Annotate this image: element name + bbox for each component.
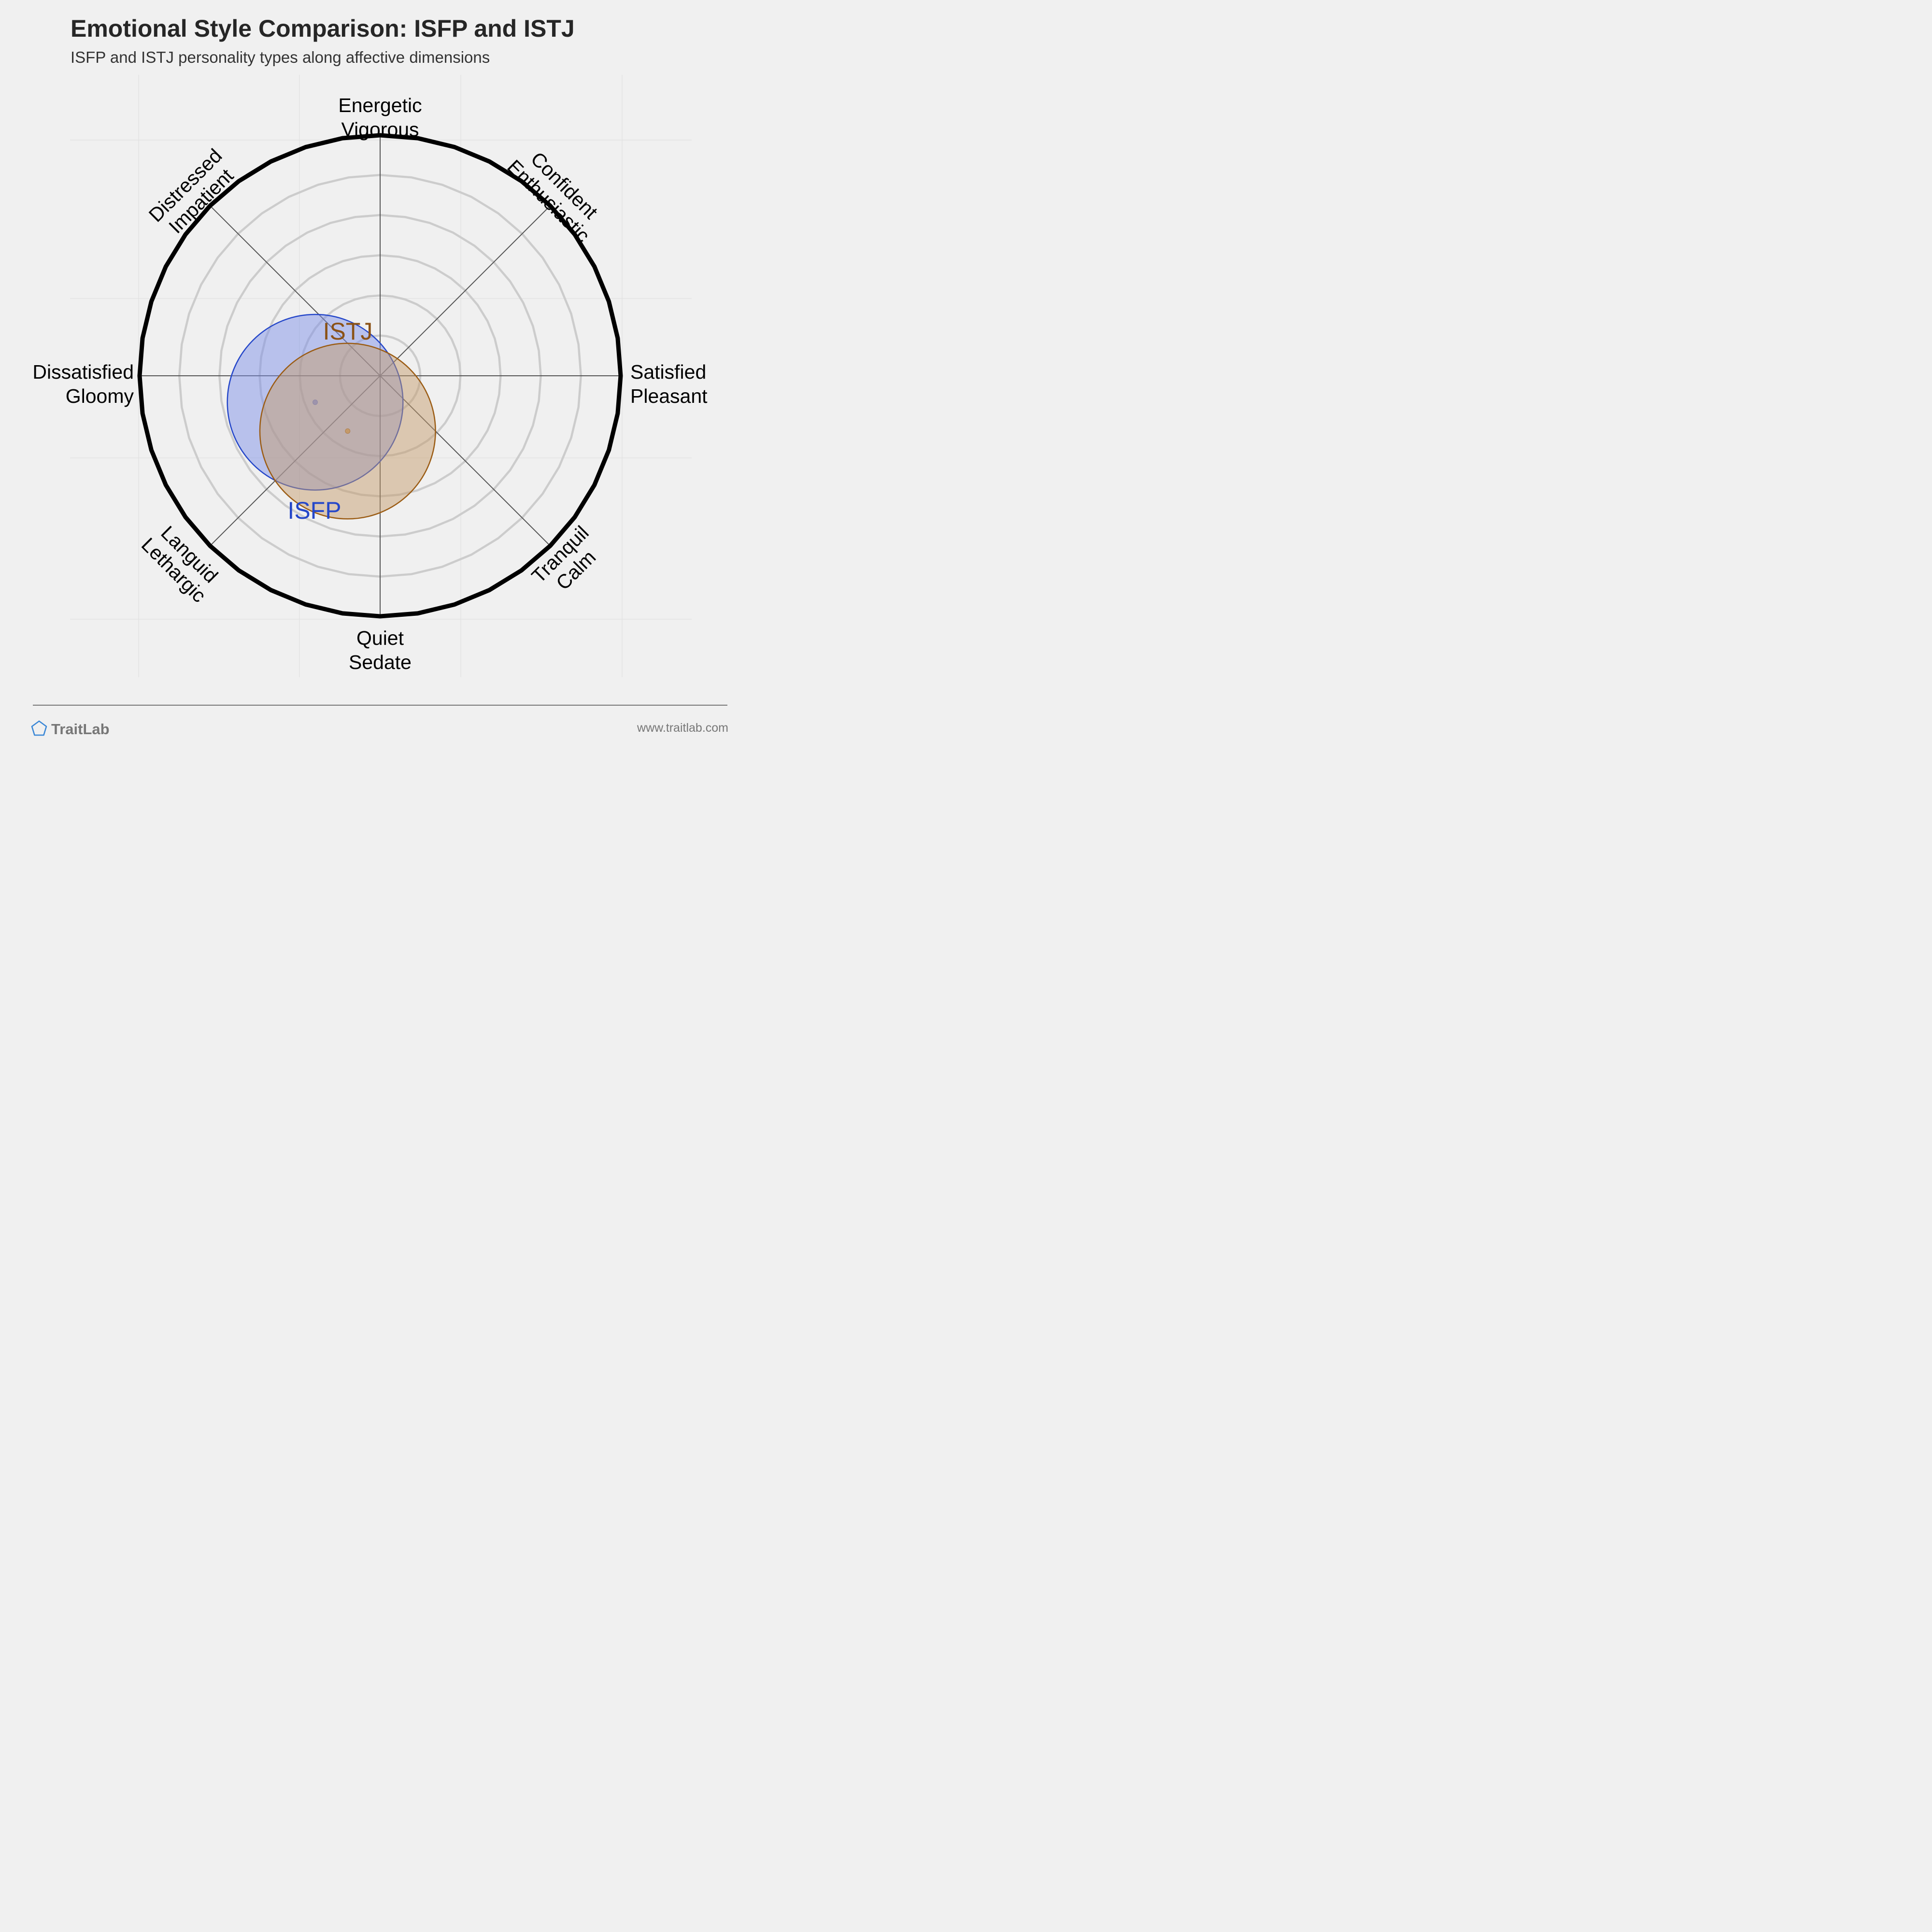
footer-divider [33, 705, 727, 706]
axis-label-energetic-line-0: Energetic [338, 94, 422, 116]
center-isfp [313, 399, 318, 405]
brand: TraitLab [31, 719, 110, 740]
axis-spoke-7 [380, 205, 551, 376]
axis-label-satisfied-line-0: Satisfied [630, 361, 706, 383]
pentagon-icon [31, 720, 47, 739]
axis-label-satisfied-line-1: Pleasant [630, 385, 708, 407]
series-label-isfp: ISFP [287, 497, 341, 524]
outer-ring [137, 133, 623, 619]
axis-label-satisfied: Satisfied Pleasant [630, 361, 708, 407]
axis-spoke-3 [210, 375, 381, 546]
axis-label-dissatisfied-line-1: Gloomy [66, 385, 134, 407]
axis-label-dissatisfied: Dissatisfied Gloomy [32, 361, 134, 407]
axis-spoke-5 [210, 205, 381, 376]
axis-label-quiet-line-1: Sedate [349, 651, 412, 673]
brand-name: TraitLab [51, 721, 110, 738]
axis-label-quiet: Quiet Sedate [349, 627, 412, 673]
series-label-istj: ISTJ [323, 318, 373, 345]
axis-spoke-1 [380, 375, 551, 546]
axis-label-dissatisfied-line-0: Dissatisfied [32, 361, 134, 383]
website-url: www.traitlab.com [637, 721, 728, 735]
axis-label-quiet-line-0: Quiet [356, 627, 404, 649]
chart-title: Emotional Style Comparison: ISFP and IST… [71, 15, 575, 42]
series-blobs: ISFP ISTJ [227, 313, 436, 524]
axis-spokes [140, 135, 621, 616]
axis-label-energetic-line-1: Vigorous [341, 118, 419, 141]
axis-label-tranquil: TranquilCalm [527, 522, 609, 603]
axis-label-energetic: Energetic Vigorous [338, 94, 422, 141]
center-istj [345, 428, 351, 434]
axis-label-languid: LanguidLethargic [137, 518, 226, 607]
chart-subtitle: ISFP and ISTJ personality types along af… [71, 48, 490, 66]
